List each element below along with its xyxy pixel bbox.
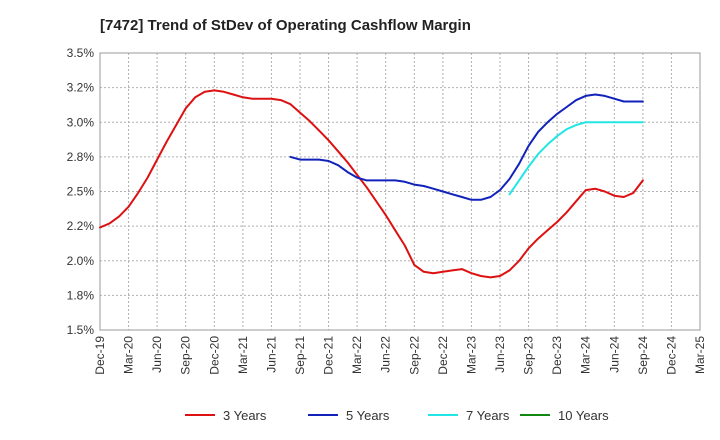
y-tick-label: 2.5% (67, 185, 95, 199)
legend-label-7-years: 7 Years (466, 408, 510, 423)
y-axis-ticks: 1.5% 1.8% 2.0% 2.2% 2.5% 2.8% 3.0% 3.2% 3.5% (67, 46, 95, 337)
x-tick-label: Dec-20 (207, 336, 221, 375)
series-line-5-years (289, 93, 644, 201)
x-tick-label: Jun-24 (607, 336, 621, 373)
y-tick-label: 1.8% (67, 288, 95, 302)
x-tick-label: Dec-19 (93, 336, 107, 375)
y-tick-label: 2.0% (67, 254, 95, 268)
x-tick-label: Sep-24 (636, 336, 650, 375)
x-tick-label: Jun-23 (493, 336, 507, 373)
x-axis-ticks: Dec-19 Mar-20 Jun-20 Sep-20 Dec-20 Mar-21 Jun-… (93, 336, 707, 375)
x-tick-label: Mar-22 (350, 336, 364, 374)
y-tick-label: 1.5% (67, 323, 95, 337)
grid (99, 52, 701, 331)
chart-title: [7472] Trend of StDev of Operating Cashf… (100, 17, 471, 34)
x-tick-label: Dec-21 (322, 336, 336, 375)
y-tick-label: 3.5% (67, 46, 95, 60)
x-tick-label: Dec-23 (550, 336, 564, 375)
series-line-7-years (508, 121, 644, 196)
x-tick-label: Sep-21 (293, 336, 307, 375)
x-tick-label: Jun-22 (379, 336, 393, 373)
x-tick-label: Mar-23 (464, 336, 478, 374)
y-tick-label: 2.2% (67, 219, 95, 233)
x-tick-label: Dec-22 (436, 336, 450, 375)
plot-area-border (99, 52, 701, 331)
x-tick-label: Sep-20 (179, 336, 193, 375)
series-line-3-years (99, 89, 644, 279)
series-lines (99, 89, 644, 279)
x-tick-label: Jun-21 (264, 336, 278, 373)
y-tick-label: 3.2% (67, 81, 95, 95)
x-tick-label: Mar-24 (579, 336, 593, 374)
legend-label-10-years: 10 Years (558, 408, 609, 423)
x-tick-label: Dec-24 (664, 336, 678, 375)
x-tick-label: Mar-25 (693, 336, 707, 374)
x-tick-label: Jun-20 (150, 336, 164, 373)
x-tick-label: Sep-23 (522, 336, 536, 375)
legend: 3 Years 5 Years 7 Years 10 Years (185, 408, 609, 423)
x-tick-label: Mar-20 (122, 336, 136, 374)
y-tick-label: 2.8% (67, 150, 95, 164)
legend-label-3-years: 3 Years (223, 408, 267, 423)
y-tick-label: 3.0% (67, 115, 95, 129)
legend-label-5-years: 5 Years (346, 408, 390, 423)
x-tick-label: Mar-21 (236, 336, 250, 374)
x-tick-label: Sep-22 (407, 336, 421, 375)
